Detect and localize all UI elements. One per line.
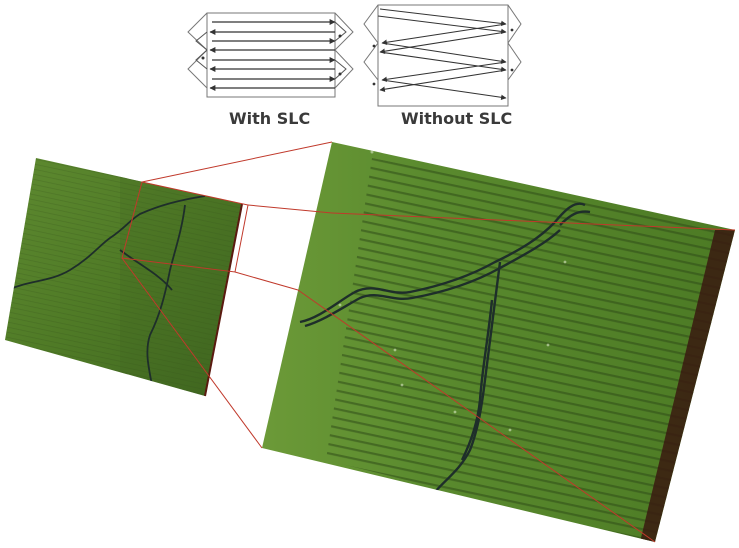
caption-without-slc: Without SLC: [401, 109, 513, 128]
scan-lines-with: [209, 19, 336, 91]
scan-outline-without: [363, 4, 522, 107]
scan-diagram-without-slc: [363, 4, 522, 107]
river-icon: [7, 195, 206, 386]
arrowhead-icon: [201, 34, 342, 76]
scan-outline-with: [187, 12, 354, 98]
scan-lines-without: [377, 8, 507, 101]
scan-diagram-with-slc: [187, 12, 354, 98]
caption-with-slc: With SLC: [229, 109, 311, 128]
overview-satellite-image: [5, 158, 243, 397]
zoom-connector-lines: [121, 141, 736, 543]
zoomed-satellite-image: [262, 142, 735, 542]
